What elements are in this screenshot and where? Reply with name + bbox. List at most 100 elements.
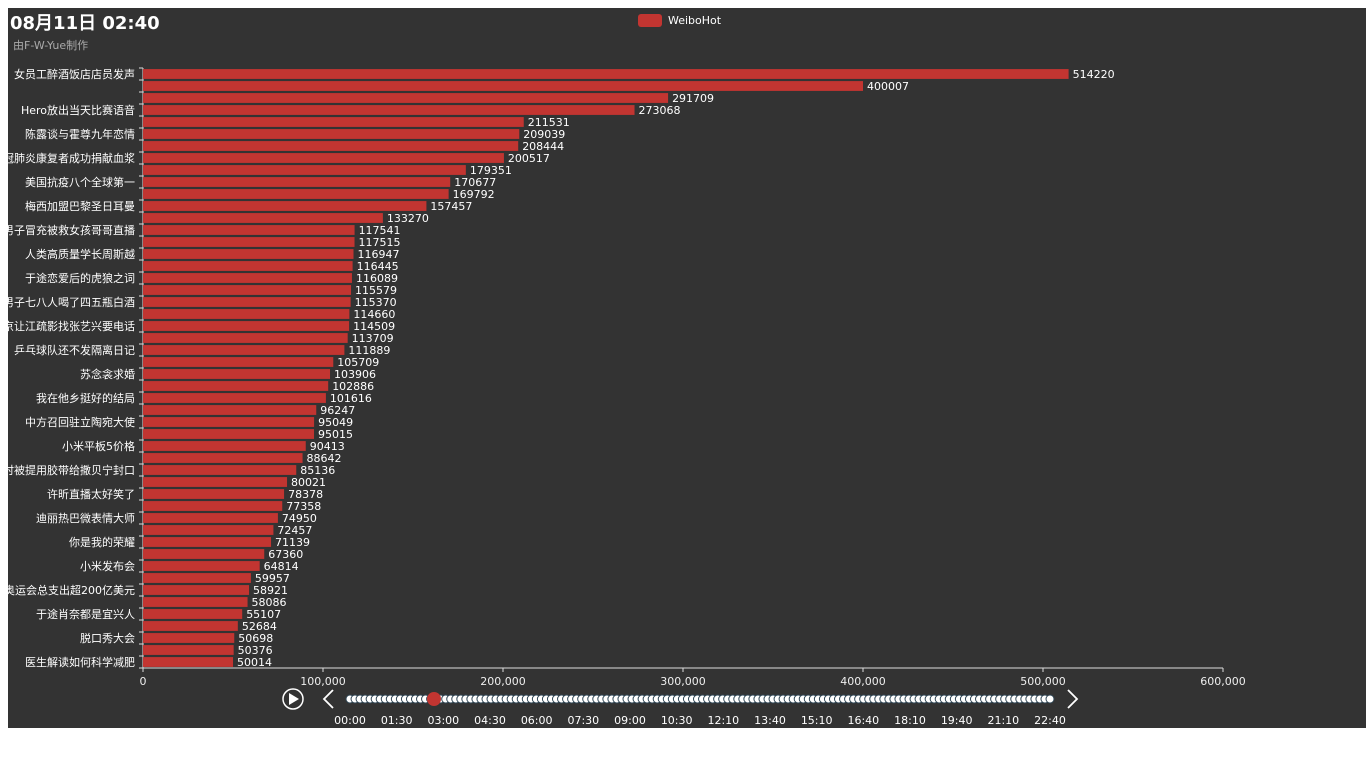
bar[interactable] [143, 69, 1069, 79]
timeline-label[interactable]: 12:10 [707, 714, 739, 727]
timeline-label[interactable]: 06:00 [521, 714, 553, 727]
bar[interactable] [143, 537, 272, 547]
data-label: 115370 [355, 296, 397, 309]
timeline-label[interactable]: 04:30 [474, 714, 506, 727]
bar[interactable] [143, 213, 383, 223]
timeline-label[interactable]: 21:10 [987, 714, 1019, 727]
bar[interactable] [143, 573, 251, 583]
chevron-right-icon[interactable] [1067, 689, 1079, 709]
bar[interactable] [143, 549, 265, 559]
bar[interactable] [143, 441, 306, 451]
chart-subtitle: 由F-W-Yue制作 [13, 39, 89, 52]
chevron-left-icon[interactable] [322, 689, 334, 709]
bar[interactable] [143, 309, 350, 319]
bar[interactable] [143, 321, 350, 331]
bar[interactable] [143, 105, 635, 115]
category-label: 梅西加盟巴黎圣日耳曼 [25, 199, 135, 213]
bar[interactable] [143, 597, 248, 607]
bar[interactable] [143, 609, 243, 619]
bar[interactable] [143, 561, 260, 571]
bar[interactable] [143, 117, 524, 127]
data-label: 114509 [353, 320, 395, 333]
data-label: 64814 [264, 560, 299, 573]
bar[interactable] [143, 345, 345, 355]
bar[interactable] [143, 273, 352, 283]
bar[interactable] [143, 81, 864, 91]
bar[interactable] [143, 621, 238, 631]
category-label: 你是我的荣耀 [69, 535, 135, 549]
bar[interactable] [143, 93, 669, 103]
legend-item-weibohot[interactable]: WeiboHot [638, 12, 721, 28]
timeline-current-marker[interactable] [427, 692, 441, 706]
chart-title: 08月11日 02:40 [10, 13, 160, 34]
bar[interactable] [143, 417, 315, 427]
timeline-label[interactable]: 03:00 [427, 714, 459, 727]
timeline-label[interactable]: 13:40 [754, 714, 786, 727]
bar[interactable] [143, 645, 234, 655]
bar[interactable] [143, 633, 235, 643]
play-circle-icon[interactable] [282, 688, 304, 710]
timeline-label[interactable]: 01:30 [381, 714, 413, 727]
bar[interactable] [143, 297, 351, 307]
bar-chart: 0 100,000 200,000 300,000 400,000 500,000 600,… [8, 67, 1246, 727]
timeline-label[interactable]: 10:30 [661, 714, 693, 727]
data-label: 88642 [307, 452, 342, 465]
bar[interactable] [143, 261, 353, 271]
bar[interactable] [143, 177, 451, 187]
timeline-label[interactable]: 22:40 [1034, 714, 1066, 727]
bar[interactable] [143, 381, 329, 391]
bar[interactable] [143, 501, 283, 511]
bar[interactable] [143, 477, 288, 487]
bar[interactable] [143, 189, 449, 199]
data-label: 157457 [430, 200, 472, 213]
data-label: 95015 [318, 428, 353, 441]
data-label: 117541 [359, 224, 401, 237]
bar[interactable] [143, 405, 317, 415]
bar[interactable] [143, 585, 250, 595]
bar[interactable] [143, 429, 315, 439]
x-tick-label: 500,000 [1020, 675, 1066, 688]
timeline-dot[interactable] [1045, 694, 1055, 704]
data-label: 111889 [348, 344, 390, 357]
bar[interactable] [143, 489, 285, 499]
bar[interactable] [143, 153, 504, 163]
play-triangle-icon [289, 693, 299, 705]
bar[interactable] [143, 201, 427, 211]
bar[interactable] [143, 453, 303, 463]
timeline-label[interactable]: 15:10 [801, 714, 833, 727]
category-label: 许昕直播太好笑了 [47, 487, 135, 501]
data-label: 74950 [282, 512, 317, 525]
bar[interactable] [143, 285, 352, 295]
timeline-label[interactable]: 09:00 [614, 714, 646, 727]
data-label: 179351 [470, 164, 512, 177]
category-label: 美国女子跑步时被提用胶带给撒贝宁封口 [8, 463, 135, 477]
timeline-label[interactable]: 07:30 [567, 714, 599, 727]
bar[interactable] [143, 369, 331, 379]
bar[interactable] [143, 225, 355, 235]
data-label: 102886 [332, 380, 374, 393]
bar[interactable] [143, 525, 274, 535]
bar[interactable] [143, 357, 334, 367]
timeline-label[interactable]: 00:00 [334, 714, 366, 727]
data-label: 117515 [359, 236, 401, 249]
bar[interactable] [143, 465, 297, 475]
data-label: 114660 [353, 308, 395, 321]
category-label: 新冠肺炎康复者成功捐献血浆 [8, 151, 135, 165]
bar[interactable] [143, 141, 519, 151]
bar[interactable] [143, 249, 354, 259]
timeline-label[interactable]: 18:10 [894, 714, 926, 727]
bar[interactable] [143, 237, 355, 247]
data-label: 105709 [337, 356, 379, 369]
bar[interactable] [143, 513, 278, 523]
data-label: 72457 [277, 524, 312, 537]
timeline-label[interactable]: 16:40 [847, 714, 879, 727]
category-label: 苏念衾求婚 [80, 367, 135, 381]
timeline-label[interactable]: 19:40 [941, 714, 973, 727]
bar[interactable] [143, 657, 234, 667]
bar[interactable] [143, 333, 348, 343]
bar[interactable] [143, 165, 466, 175]
bar[interactable] [143, 393, 326, 403]
bar[interactable] [143, 129, 520, 139]
data-label: 80021 [291, 476, 326, 489]
data-label: 50376 [238, 644, 273, 657]
